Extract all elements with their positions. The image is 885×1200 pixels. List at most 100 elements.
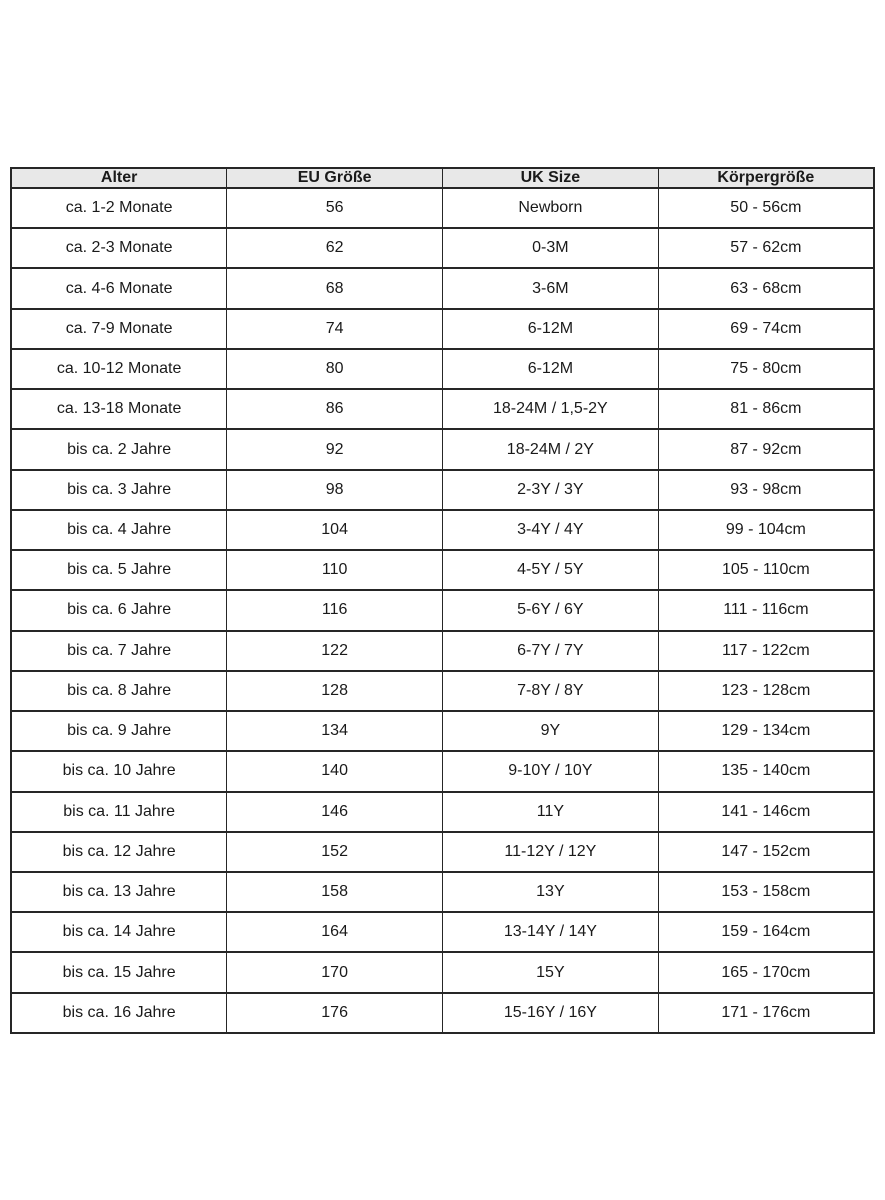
table-row: bis ca. 12 Jahre 152 11-12Y / 12Y 147 - 152…	[10, 830, 875, 873]
header-row: Alter EU Größe UK Size Körpergröße	[10, 167, 875, 189]
table-row: bis ca. 14 Jahre 164 13-14Y / 14Y 159 - 164…	[10, 911, 875, 954]
table-cell: bis ca. 10 Jahre	[10, 750, 228, 793]
size-chart-header: Alter EU Größe UK Size Körpergröße	[10, 167, 875, 189]
table-cell: 135 - 140cm	[657, 750, 875, 793]
table-cell: 56	[226, 186, 443, 230]
table-cell: bis ca. 7 Jahre	[10, 629, 228, 672]
table-cell: bis ca. 5 Jahre	[10, 549, 228, 592]
table-row: bis ca. 9 Jahre 134 9Y 129 - 134cm	[10, 710, 875, 753]
table-cell: bis ca. 6 Jahre	[10, 589, 228, 632]
column-header-eu-gr-e: EU Größe	[226, 167, 443, 189]
table-cell: bis ca. 15 Jahre	[10, 951, 228, 994]
table-cell: 86	[226, 388, 443, 431]
table-cell: 159 - 164cm	[657, 911, 875, 954]
table-cell: 93 - 98cm	[657, 468, 875, 511]
table-cell: 140	[226, 750, 443, 793]
table-cell: 158	[226, 870, 443, 914]
table-cell: 165 - 170cm	[657, 951, 875, 994]
table-cell: ca. 4-6 Monate	[10, 267, 228, 310]
table-cell: 105 - 110cm	[657, 549, 875, 592]
table-row: bis ca. 8 Jahre 128 7-8Y / 8Y 123 - 128cm	[10, 669, 875, 713]
table-row: bis ca. 7 Jahre 122 6-7Y / 7Y 117 - 122cm	[10, 629, 875, 672]
table-cell: 6-12M	[442, 347, 659, 391]
table-cell: bis ca. 14 Jahre	[10, 911, 228, 954]
table-row: bis ca. 6 Jahre 116 5-6Y / 6Y 111 - 116cm	[10, 589, 875, 632]
table-cell: 3-4Y / 4Y	[442, 508, 659, 552]
table-cell: 129 - 134cm	[657, 710, 875, 753]
table-row: ca. 7-9 Monate 74 6-12M 69 - 74cm	[10, 307, 875, 350]
table-cell: 11Y	[442, 790, 659, 833]
table-cell: 13Y	[442, 870, 659, 914]
column-header-uk-size: UK Size	[442, 167, 659, 189]
table-cell: 6-12M	[442, 307, 659, 350]
table-cell: 80	[226, 347, 443, 391]
table-cell: bis ca. 4 Jahre	[10, 508, 228, 552]
table-cell: 116	[226, 589, 443, 632]
table-cell: 141 - 146cm	[657, 790, 875, 833]
table-cell: 170	[226, 951, 443, 994]
table-cell: ca. 2-3 Monate	[10, 227, 228, 270]
table-cell: ca. 10-12 Monate	[10, 347, 228, 391]
table-cell: ca. 1-2 Monate	[10, 186, 228, 230]
table-cell: 75 - 80cm	[657, 347, 875, 391]
table-cell: 153 - 158cm	[657, 870, 875, 914]
table-cell: 98	[226, 468, 443, 511]
table-row: bis ca. 13 Jahre 158 13Y 153 - 158cm	[10, 870, 875, 914]
table-row: bis ca. 3 Jahre 98 2-3Y / 3Y 93 - 98cm	[10, 468, 875, 511]
table-cell: 110	[226, 549, 443, 592]
table-cell: 152	[226, 830, 443, 873]
table-cell: 74	[226, 307, 443, 350]
table-cell: 68	[226, 267, 443, 310]
table-cell: 176	[226, 991, 443, 1035]
table-cell: 111 - 116cm	[657, 589, 875, 632]
table-cell: 146	[226, 790, 443, 833]
table-cell: 50 - 56cm	[657, 186, 875, 230]
table-row: bis ca. 11 Jahre 146 11Y 141 - 146cm	[10, 790, 875, 833]
table-cell: 15Y	[442, 951, 659, 994]
table-row: bis ca. 4 Jahre 104 3-4Y / 4Y 99 - 104cm	[10, 508, 875, 552]
table-cell: bis ca. 11 Jahre	[10, 790, 228, 833]
table-cell: bis ca. 8 Jahre	[10, 669, 228, 713]
table-cell: 57 - 62cm	[657, 227, 875, 270]
table-cell: 7-8Y / 8Y	[442, 669, 659, 713]
table-row: bis ca. 2 Jahre 92 18-24M / 2Y 87 - 92cm	[10, 428, 875, 471]
table-cell: 18-24M / 1,5-2Y	[442, 388, 659, 431]
table-cell: 164	[226, 911, 443, 954]
table-cell: 104	[226, 508, 443, 552]
table-cell: 13-14Y / 14Y	[442, 911, 659, 954]
column-header-k-rpergr-e: Körpergröße	[657, 167, 875, 189]
table-cell: 99 - 104cm	[657, 508, 875, 552]
table-cell: 171 - 176cm	[657, 991, 875, 1035]
table-cell: 81 - 86cm	[657, 388, 875, 431]
table-cell: 123 - 128cm	[657, 669, 875, 713]
table-cell: 128	[226, 669, 443, 713]
table-cell: bis ca. 13 Jahre	[10, 870, 228, 914]
table-cell: bis ca. 2 Jahre	[10, 428, 228, 471]
table-row: ca. 2-3 Monate 62 0-3M 57 - 62cm	[10, 227, 875, 270]
table-cell: 63 - 68cm	[657, 267, 875, 310]
table-cell: Newborn	[442, 186, 659, 230]
table-cell: 0-3M	[442, 227, 659, 270]
table-cell: 9Y	[442, 710, 659, 753]
table-row: ca. 13-18 Monate 86 18-24M / 1,5-2Y 81 - 86…	[10, 388, 875, 431]
table-cell: 15-16Y / 16Y	[442, 991, 659, 1035]
table-cell: ca. 13-18 Monate	[10, 388, 228, 431]
table-row: bis ca. 15 Jahre 170 15Y 165 - 170cm	[10, 951, 875, 994]
table-cell: 5-6Y / 6Y	[442, 589, 659, 632]
table-cell: bis ca. 9 Jahre	[10, 710, 228, 753]
table-cell: bis ca. 12 Jahre	[10, 830, 228, 873]
table-cell: 87 - 92cm	[657, 428, 875, 471]
table-row: bis ca. 5 Jahre 110 4-5Y / 5Y 105 - 110cm	[10, 549, 875, 592]
table-cell: ca. 7-9 Monate	[10, 307, 228, 350]
table-cell: 134	[226, 710, 443, 753]
table-cell: 92	[226, 428, 443, 471]
table-cell: 3-6M	[442, 267, 659, 310]
table-cell: 9-10Y / 10Y	[442, 750, 659, 793]
table-row: ca. 1-2 Monate 56 Newborn 50 - 56cm	[10, 186, 875, 230]
table-cell: 4-5Y / 5Y	[442, 549, 659, 592]
size-chart-table: Alter EU Größe UK Size Körpergröße ca. 1-2 …	[10, 167, 875, 1035]
column-header-alter: Alter	[10, 167, 228, 189]
table-cell: 18-24M / 2Y	[442, 428, 659, 471]
table-cell: 117 - 122cm	[657, 629, 875, 672]
